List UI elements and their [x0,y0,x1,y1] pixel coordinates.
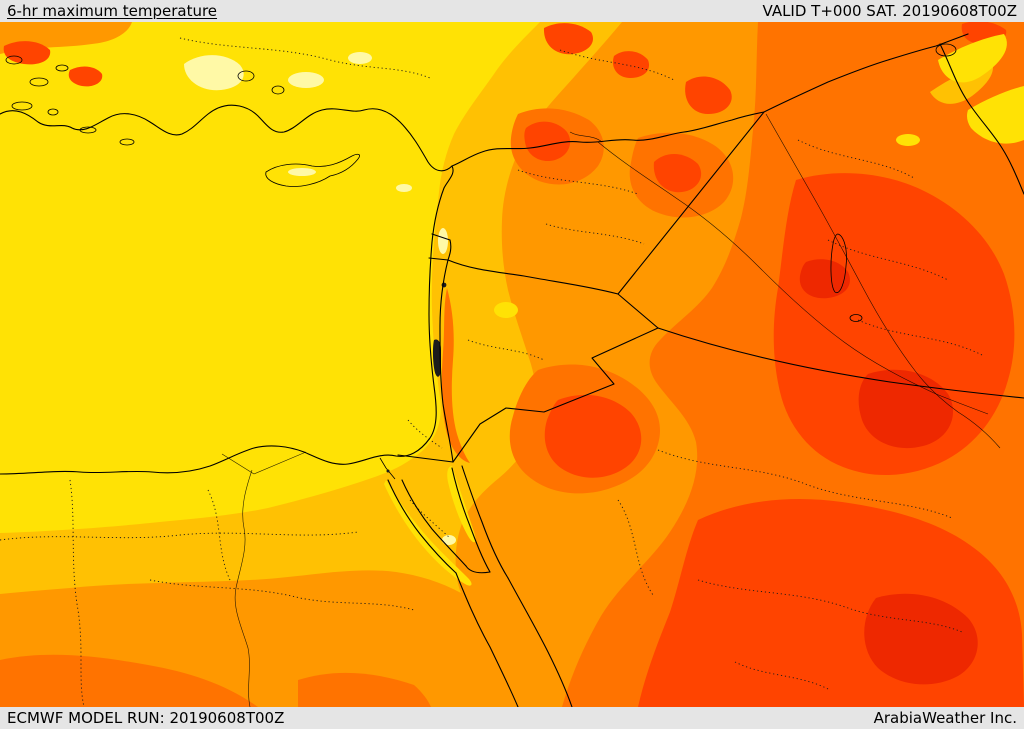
contour-deep-egypt-south-1 [0,654,258,707]
contour-yellow-jabal-druze [494,302,518,318]
lebanon-east-border [447,239,452,261]
contour-hot-turkey-3 [612,51,650,78]
turkey-lake-1 [237,70,255,82]
contour-hot-syria-1 [524,121,571,162]
turkey-syria-iraq-border [451,33,969,167]
contour-red-iraq-core [858,369,954,449]
suez-gulf-east-coast [401,479,467,567]
lake-assad [569,131,603,143]
island-small [119,138,135,146]
contour-deep-egypt-south-2 [298,672,431,707]
israel-jordan-border [439,259,454,463]
dotted-iraq-3 [857,319,983,356]
contour-red-iraq-north-core [799,259,850,299]
dotted-iraq-1 [797,139,915,179]
contour-deep-jordan-valley-strip [441,288,470,463]
contour-pale-lebanon [438,228,448,254]
dotted-iraq-2 [827,239,949,281]
aegean-island-3 [55,64,69,72]
temperature-field [0,22,1024,707]
lebanon-north-border [431,233,451,241]
temperature-map-svg [0,22,1024,707]
contour-red-southeast-core [864,593,978,685]
syria-jordan-border [447,259,619,295]
mediterranean-coastline [0,104,454,475]
dotted-syria-1 [517,169,639,195]
dotted-saudi-4 [734,661,831,691]
dotted-egypt-3 [149,579,415,611]
rivers [221,113,1001,707]
contour-pale-turkey-1 [184,55,244,91]
contour-hot-mesopotamia [773,173,1015,476]
contour-yellow-suez-band [384,480,472,586]
contour-yellow-streak-2 [967,86,1024,144]
country-borders [397,33,1024,463]
red-sea-east-coast [507,577,573,707]
admin-boundaries-dotted [0,37,983,707]
footer-bar: ECMWF MODEL RUN: 20190608T00Z ArabiaWeat… [0,707,1024,729]
contour-yellow-west [0,22,540,533]
model-run-label: ECMWF MODEL RUN: 20190608T00Z [7,708,285,727]
nile-river [234,469,253,707]
shatt-al-arab-river [957,411,1001,449]
iraq-saudi-border [657,327,1024,399]
coastlines [0,104,573,707]
credit-label: ArabiaWeather Inc. [873,708,1017,727]
rhodes-island [79,126,97,134]
israel-egypt-border [397,454,454,463]
islands [5,55,135,146]
contour-hot-topleft-2 [68,66,103,87]
contour-yellow-spot-zagros [896,134,920,146]
aegean-island-4 [11,101,33,111]
header-bar: 6-hr maximum temperature VALID T+000 SAT… [0,0,1024,22]
dotted-sinai [409,499,451,539]
lake-tharthar [830,233,847,294]
contour-hot-topleft-1 [3,41,51,65]
contour-pale-sinai [442,535,456,545]
contour-hot-turkey-2 [685,76,732,114]
contour-pale-coast-spot [396,184,412,192]
red-sea-west-coast [455,572,519,707]
suez-canal [379,457,396,480]
sinai-tip-coast [465,565,491,574]
map-area [0,22,1024,707]
aegean-island-2 [29,77,49,87]
turkey-lake-2 [271,85,285,95]
contour-pale-turkey-2 [288,72,324,88]
jordan-iraq-border [617,293,659,329]
dotted-negev [407,419,443,449]
tigris-river [765,113,959,413]
lebanon-south-border [428,257,449,261]
contour-hot-jordan-core [544,394,642,478]
contour-hot-turkey-1 [543,23,593,55]
nile-delta-branch-west [221,453,255,475]
bitter-lake [386,469,390,473]
suez-gulf-west-coast [387,479,457,574]
dotted-saudi-2 [697,579,963,633]
valid-time-label: VALID T+000 SAT. 20190608T00Z [762,1,1017,20]
aegean-island-5 [47,108,59,116]
aqaba-gulf-west-coast [451,467,491,573]
contour-pale-turkey-3 [348,52,372,64]
dotted-turkey-2 [559,49,675,81]
dead-sea [432,339,441,377]
cyprus-coastline [265,153,360,187]
contour-hot-syria-2 [653,153,702,193]
jordan-saudi-border [452,327,659,463]
map-title: 6-hr maximum temperature [7,1,218,20]
contour-yellow-streak-1 [938,34,1007,83]
aegean-island-1 [5,55,23,65]
syria-iraq-border [617,111,765,295]
nile-delta-branch-east [253,451,307,475]
contour-pale-cyprus [288,168,316,176]
turkey-iran-border [939,43,1024,195]
aqaba-gulf-east-coast [461,465,509,579]
lake-habbaniyah [849,314,863,322]
dotted-egypt-1 [0,531,359,541]
